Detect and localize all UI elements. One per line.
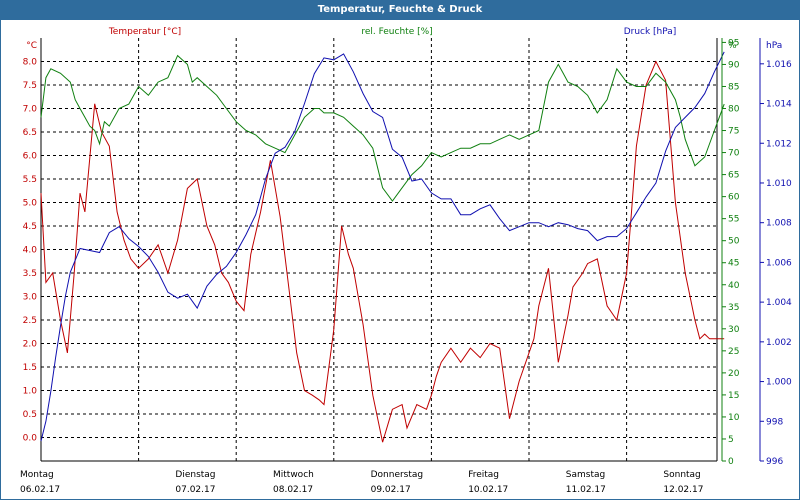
x-tick-date: 07.02.17: [175, 485, 215, 495]
time-axis: Montag 06.02.17 Dienstag 07.02.17 Mittwoch 08…: [20, 470, 703, 495]
humidity-tick-label: 0: [728, 457, 734, 467]
axis-headers: Temperatur [°C] rel. Feuchte [%] Druck [hP…: [108, 27, 676, 37]
x-tick-day: Sonntag: [663, 470, 700, 480]
pressure-axis-label: Druck [hPa]: [624, 27, 677, 37]
window-title: Temperatur, Feuchte & Druck: [0, 0, 800, 19]
temperature-tick-label: 6.0: [23, 152, 38, 162]
pressure-tick-label: 1.016: [766, 60, 792, 70]
temperature-tick-label: 3.0: [23, 293, 38, 303]
temperature-tick-label: 4.5: [23, 222, 37, 232]
temperature-tick-label: 4.0: [23, 246, 38, 256]
x-tick-date: 12.02.17: [663, 485, 703, 495]
humidity-tick-label: 90: [728, 60, 740, 70]
temperature-tick-label: 1.0: [23, 387, 38, 397]
x-tick-date: 10.02.17: [468, 485, 508, 495]
x-tick-date: 06.02.17: [20, 485, 60, 495]
pressure-axis: 996 998 1.000 1.002 1.004 1.006 1.008 1.010 1.01…: [759, 38, 792, 467]
temperature-axis-label: Temperatur [°C]: [108, 27, 181, 37]
temperature-tick-label: 6.5: [23, 128, 37, 138]
temperature-tick-label: 7.0: [23, 105, 38, 115]
humidity-tick-label: 20: [728, 369, 740, 379]
temperature-tick-label: 1.5: [23, 363, 37, 373]
humidity-tick-label: 60: [728, 193, 740, 203]
humidity-tick-label: 25: [728, 347, 739, 357]
pressure-tick-label: 1.004: [766, 298, 792, 308]
temperature-tick-label: 8.0: [23, 58, 38, 68]
x-tick-date: 11.02.17: [566, 485, 606, 495]
pressure-tick-label: 998: [766, 417, 783, 427]
humidity-tick-label: 45: [728, 259, 739, 269]
humidity-tick-label: 30: [728, 325, 740, 335]
temperature-tick-label: 5.0: [23, 199, 38, 209]
x-tick-date: 08.02.17: [273, 485, 313, 495]
x-tick-day: Samstag: [566, 470, 605, 480]
humidity-tick-label: 5: [728, 435, 734, 445]
humidity-tick-label: 35: [728, 303, 739, 313]
pressure-tick-label: 1.010: [766, 179, 792, 189]
temperature-tick-label: 0.0: [23, 434, 38, 444]
temperature-tick-label: 7.5: [23, 81, 37, 91]
temperature-tick-label: 2.0: [23, 340, 38, 350]
humidity-axis: 0 5 10 15 20 25 30 35 40 45 50 55 60 65 70 75 80 85 90 95%: [721, 38, 740, 467]
humidity-tick-label: 55: [728, 215, 739, 225]
humidity-tick-label: 80: [728, 105, 740, 115]
humidity-axis-label: rel. Feuchte [%]: [361, 27, 432, 37]
series-line-pressure: [40, 51, 725, 442]
grid: [41, 38, 717, 461]
humidity-tick-label: 50: [728, 237, 740, 247]
temperature-axis: 0.0 0.5 1.0 1.5 2.0 2.5 3.0 3.5 4.0 4.5 5.0 5.5 6.0 6…: [23, 41, 38, 444]
temperature-tick-label: 2.5: [23, 316, 37, 326]
series-line-temperature: [40, 60, 725, 443]
humidity-tick-label: 85: [728, 82, 739, 92]
x-tick-day: Donnerstag: [371, 470, 424, 480]
pressure-tick-label: 1.006: [766, 258, 792, 268]
humidity-tick-label: 95: [728, 38, 739, 48]
x-tick-day: Montag: [20, 470, 54, 480]
temperature-tick-label: 3.5: [23, 269, 37, 279]
humidity-tick-label: 65: [728, 171, 739, 181]
humidity-tick-label: 15: [728, 391, 739, 401]
pressure-tick-label: 996: [766, 457, 783, 467]
humidity-tick-label: 75: [728, 127, 739, 137]
plot-area: [40, 38, 718, 462]
pressure-tick-label: 1.014: [766, 100, 792, 110]
x-tick-date: 09.02.17: [371, 485, 411, 495]
series-lines: [40, 51, 725, 443]
x-tick-day: Freitag: [468, 470, 499, 480]
pressure-tick-label: 1.000: [766, 378, 792, 388]
pressure-unit: hPa: [766, 41, 782, 51]
x-tick-day: Mittwoch: [273, 470, 314, 480]
pressure-tick-label: 1.008: [766, 219, 792, 229]
humidity-tick-label: 40: [728, 281, 740, 291]
temperature-unit: °C: [26, 41, 37, 51]
humidity-unit: %: [728, 41, 737, 51]
pressure-tick-label: 1.012: [766, 139, 792, 149]
humidity-tick-label: 10: [728, 413, 740, 423]
temperature-tick-label: 5.5: [23, 175, 37, 185]
humidity-tick-label: 70: [728, 149, 740, 159]
temperature-tick-label: 0.5: [23, 410, 37, 420]
pressure-tick-label: 1.002: [766, 338, 792, 348]
x-tick-day: Dienstag: [175, 470, 215, 480]
series-line-humidity: [40, 54, 725, 202]
